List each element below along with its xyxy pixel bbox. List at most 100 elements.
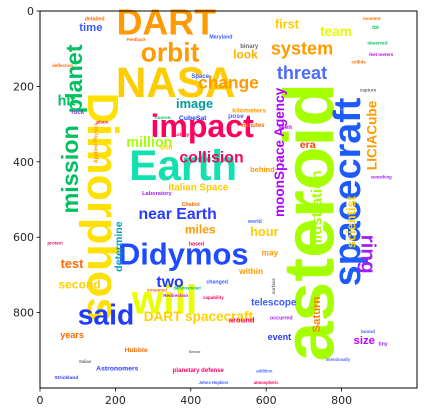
word-30: miles: [185, 223, 216, 237]
word-31: hour: [250, 224, 278, 239]
word-75: observed: [367, 41, 387, 46]
word-3: Earth: [129, 142, 237, 189]
word-32: two: [156, 274, 184, 291]
x-tick-label-2: 400: [180, 394, 201, 407]
word-80: bound: [361, 329, 375, 334]
word-14: near Earth: [138, 206, 216, 223]
word-19: moonSpace Agency: [272, 87, 287, 217]
y-tick-label-0: 0: [27, 5, 34, 18]
word-86: world: [247, 219, 262, 225]
x-tick-label-4: 800: [331, 394, 352, 407]
word-34: second: [58, 277, 100, 291]
word-91: Feedback: [127, 37, 147, 42]
y-tick-label-3: 600: [13, 231, 34, 244]
word-78: intentionally: [326, 357, 351, 362]
word-51: within: [238, 266, 263, 276]
word-55: pose: [228, 113, 244, 120]
word-72: Johns Hopkins: [199, 380, 229, 385]
plot-area: asteroid Dimorphos spacecraft Earth NASA DART…: [39, 2, 418, 389]
word-74: feet meters: [369, 52, 394, 57]
word-61: detailed: [85, 16, 105, 22]
word-46: planetary defense: [173, 368, 225, 374]
word-45: Astronomers: [96, 366, 138, 373]
word-93: addition: [256, 369, 273, 374]
word-18: Illustration: [309, 170, 326, 247]
word-85: based: [189, 242, 204, 248]
word-29: scientist: [344, 195, 359, 248]
word-37: Saturn: [311, 296, 323, 332]
y-axis: 0 200 400 600 800: [13, 5, 40, 320]
word-49: Laboratory: [142, 191, 172, 197]
word-9: said: [78, 298, 135, 330]
word-12: mission: [57, 125, 83, 213]
word-59: Space: [191, 74, 209, 80]
word-47: kilometers: [232, 107, 266, 114]
word-43: years: [60, 330, 84, 340]
word-76: collide: [351, 59, 366, 64]
word-2: spacecraft: [326, 97, 368, 286]
word-17: system: [271, 39, 333, 59]
x-tick-label-1: 200: [105, 394, 126, 407]
word-41: Italian Space: [168, 183, 228, 194]
word-62: Applied Physics: [94, 123, 100, 164]
word-81: deflection: [52, 63, 74, 68]
word-33: test: [61, 256, 85, 271]
word-57: rock: [71, 110, 84, 116]
word-21: change: [198, 73, 259, 93]
y-tick-label-4: 800: [13, 307, 34, 320]
word-82: capture: [360, 88, 377, 93]
y-tick-label-2: 400: [13, 156, 34, 169]
word-42: event: [268, 332, 292, 342]
word-48: CubeSat: [179, 115, 207, 122]
word-83: lot: [372, 25, 379, 31]
axes-frame: [39, 10, 418, 389]
word-69: capability: [203, 295, 224, 300]
word-6: impact: [150, 108, 254, 144]
word-0: asteroid: [270, 83, 350, 362]
word-40: era: [300, 139, 316, 151]
word-13: collision: [179, 150, 243, 167]
word-88: protect: [47, 240, 63, 245]
word-25: team: [320, 24, 352, 39]
word-16: threat: [277, 63, 327, 83]
image-background: [40, 11, 417, 388]
x-tick-label-0: 0: [37, 394, 44, 407]
word-87: something: [371, 174, 392, 179]
word-1: Dimorphos: [78, 93, 126, 322]
word-65: course: [155, 115, 171, 121]
word-20: LICIACube: [364, 100, 379, 170]
x-axis: 0 200 400 600 800: [37, 388, 352, 407]
word-5: DART: [117, 2, 217, 42]
word-28: time: [79, 22, 102, 34]
word-24: hit: [58, 93, 76, 109]
word-64: streamed: [147, 287, 167, 292]
y-tick-label-1: 200: [13, 80, 34, 93]
word-53: Chabot: [182, 202, 200, 208]
word-67: changed: [206, 279, 228, 285]
word-44: Hubble: [125, 347, 148, 354]
word-63: Redirection: [163, 293, 188, 298]
word-94: place: [96, 120, 108, 125]
word-39: size: [354, 335, 375, 347]
word-4: NASA: [116, 59, 236, 106]
word-77: Ashley: [173, 132, 189, 138]
word-95: Italian: [79, 359, 91, 364]
word-35: DART spacecraft: [144, 309, 254, 324]
word-23: million: [126, 135, 172, 151]
word-92: Sector: [189, 350, 201, 354]
word-52: around: [229, 316, 255, 325]
word-71: Strickland: [55, 375, 79, 381]
word-11: planet: [61, 44, 87, 113]
word-15: ring: [356, 235, 379, 274]
word-8: Didymos: [118, 237, 249, 272]
word-22: image: [176, 96, 213, 111]
x-tick-label-3: 600: [256, 394, 277, 407]
word-54: minutes: [241, 123, 265, 129]
word-38: telescope: [251, 298, 297, 309]
word-79: tiny: [378, 342, 387, 348]
word-90: demonstrated: [173, 286, 201, 291]
word-58: binary: [240, 44, 259, 50]
word-26: first: [275, 17, 300, 32]
word-89: surface: [271, 278, 276, 295]
